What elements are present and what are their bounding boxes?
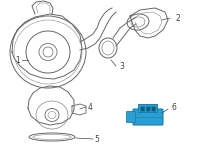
Text: 3: 3: [120, 61, 124, 71]
FancyBboxPatch shape: [133, 109, 163, 125]
FancyBboxPatch shape: [141, 107, 145, 111]
FancyBboxPatch shape: [127, 112, 136, 122]
Text: 5: 5: [95, 135, 99, 143]
FancyBboxPatch shape: [152, 107, 156, 111]
Text: 1: 1: [16, 56, 20, 65]
FancyBboxPatch shape: [146, 107, 150, 111]
Text: 2: 2: [176, 14, 180, 22]
FancyBboxPatch shape: [138, 105, 158, 112]
Text: 6: 6: [172, 103, 176, 112]
Text: 4: 4: [88, 102, 92, 112]
